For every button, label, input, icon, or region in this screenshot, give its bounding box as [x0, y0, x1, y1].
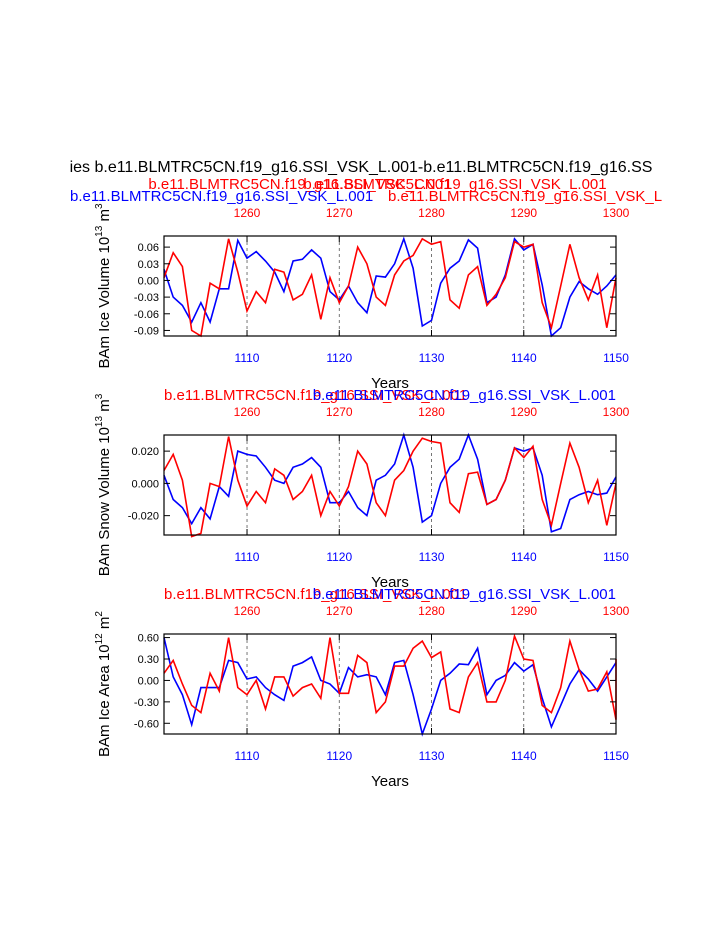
x-bottom-tick-label: 1110	[235, 550, 260, 564]
y-axis-label-text: m	[96, 209, 113, 226]
y-axis-label-exponent: 13	[94, 225, 105, 237]
x-top-tick-label: 1280	[418, 206, 445, 220]
x-bottom-tick-label: 1110	[235, 749, 260, 763]
y-axis-label-exponent: 3	[94, 393, 105, 399]
y-tick-label: -0.30	[134, 697, 159, 709]
x-top-tick-label: 1260	[234, 405, 261, 419]
x-top-tick-label: 1300	[603, 604, 630, 618]
panel-2: 0.020 0.000 -0.020 1110 1120 1130 1140 1150 1260…	[94, 387, 630, 591]
x-top-tick-label: 1270	[326, 206, 353, 220]
y-tick-label: 0.000	[131, 478, 159, 490]
panel-1: 0.06 0.03 0.00 -0.03 -0.06 -0.09 1110 1120 1130 1…	[70, 176, 662, 392]
y-axis-label-text: m	[96, 617, 113, 634]
x-bottom-tick-label: 1130	[419, 550, 445, 564]
x-bottom-tick-label: 1130	[419, 351, 445, 365]
y-tick-label: -0.020	[128, 511, 159, 523]
x-bottom-tick-label: 1120	[326, 749, 352, 763]
y-tick-label: 0.03	[138, 259, 159, 271]
panel-3: 0.60 0.30 0.00 -0.30 -0.60 1110 1120 1130 1140 11…	[94, 586, 630, 790]
y-tick-label: 0.020	[131, 446, 159, 458]
y-tick-label: 0.00	[138, 275, 159, 287]
y-axis-label-text: m	[96, 399, 113, 416]
y-tick-label: 0.06	[138, 242, 159, 254]
x-top-tick-label: 1280	[418, 604, 445, 618]
x-bottom-tick-label: 1150	[603, 351, 629, 365]
x-top-tick-label: 1300	[603, 206, 630, 220]
x-bottom-tick-label: 1150	[603, 550, 629, 564]
x-axis-label: Years	[371, 574, 409, 591]
figure-title: ies b.e11.BLMTRC5CN.f19_g16.SSI_VSK_L.00…	[70, 159, 653, 176]
x-top-tick-label: 1260	[234, 206, 261, 220]
x-bottom-tick-label: 1140	[511, 550, 537, 564]
y-axis-label: BAm Ice Area 1012 m2	[94, 611, 113, 757]
plot-frame	[163, 633, 617, 735]
x-axis-label: Years	[371, 375, 409, 392]
y-tick-label: -0.03	[134, 292, 159, 304]
y-axis-label: BAm Ice Volume 1013 m3	[94, 203, 113, 369]
x-axis-label: Years	[371, 773, 409, 790]
y-tick-label: 0.30	[138, 654, 159, 666]
series-red-line	[163, 237, 617, 338]
series-blue-line	[163, 637, 617, 737]
plot-frame	[163, 434, 617, 536]
panel-title-right: b.e11.BLMTRC5CN.f19_g16.SSI_VSK_L	[388, 188, 662, 205]
series-blue-line	[163, 236, 617, 338]
x-top-tick-label: 1300	[603, 405, 630, 419]
y-axis-label-exponent: 12	[94, 633, 105, 645]
y-axis-label-exponent: 3	[94, 203, 105, 209]
y-tick-label: 0.60	[138, 633, 159, 645]
x-top-tick-label: 1270	[326, 405, 353, 419]
y-tick-label: -0.06	[134, 309, 159, 321]
panel-title-right: b.e11.BLMTRC5CN.f19_g16.SSI_VSK_L.001	[313, 387, 616, 404]
panel-title-center-red: b.e11.BLMTRC5CN.f19_g16.SSI_VSK_L.001	[148, 176, 451, 193]
x-top-tick-label: 1270	[326, 604, 353, 618]
series-red-line	[163, 436, 617, 538]
y-axis-label-text: BAm Snow Volume 10	[96, 427, 113, 576]
x-bottom-tick-label: 1150	[603, 749, 629, 763]
x-bottom-tick-label: 1140	[511, 351, 537, 365]
x-bottom-tick-label: 1140	[511, 749, 537, 763]
y-tick-label: -0.60	[134, 718, 159, 730]
x-bottom-tick-label: 1120	[326, 550, 352, 564]
panel-title-center-red-2: b.e11.BLMTRC5CN.f19_g16.SSI_VSK_L.001	[303, 176, 606, 193]
y-axis-label: BAm Snow Volume 1013 m3	[94, 393, 113, 576]
panel-title-right: b.e11.BLMTRC5CN.f19_g16.SSI_VSK_L.001	[313, 586, 616, 603]
y-axis-label-exponent: 13	[94, 415, 105, 427]
x-top-tick-label: 1290	[510, 206, 537, 220]
x-bottom-tick-label: 1120	[326, 351, 352, 365]
panel-title-left: b.e11.BLMTRC5CN.f19_g16.SSI_VSK_L.001	[164, 387, 467, 404]
plot-frame	[163, 235, 617, 337]
panel-title-left: b.e11.BLMTRC5CN.f19_g16.SSI_VSK_L.001	[70, 188, 373, 205]
x-bottom-tick-label: 1130	[419, 749, 445, 763]
series-red-line	[163, 633, 617, 720]
series-blue-line	[163, 432, 617, 533]
panel-title-left: b.e11.BLMTRC5CN.f19_g16.SSI_VSK_L.001	[164, 586, 467, 603]
y-axis-label-text: BAm Ice Area 10	[96, 644, 113, 757]
y-tick-label: -0.09	[134, 325, 159, 337]
x-top-tick-label: 1280	[418, 405, 445, 419]
y-axis-label-text: BAm Ice Volume 10	[96, 237, 113, 369]
x-top-tick-label: 1260	[234, 604, 261, 618]
x-top-tick-label: 1290	[510, 604, 537, 618]
x-bottom-tick-label: 1110	[235, 351, 260, 365]
panels: 0.06 0.03 0.00 -0.03 -0.06 -0.09 1110 1120 1130 1…	[70, 176, 662, 790]
y-tick-label: 0.00	[138, 675, 159, 687]
x-top-tick-label: 1290	[510, 405, 537, 419]
y-axis-label-exponent: 2	[94, 611, 105, 617]
